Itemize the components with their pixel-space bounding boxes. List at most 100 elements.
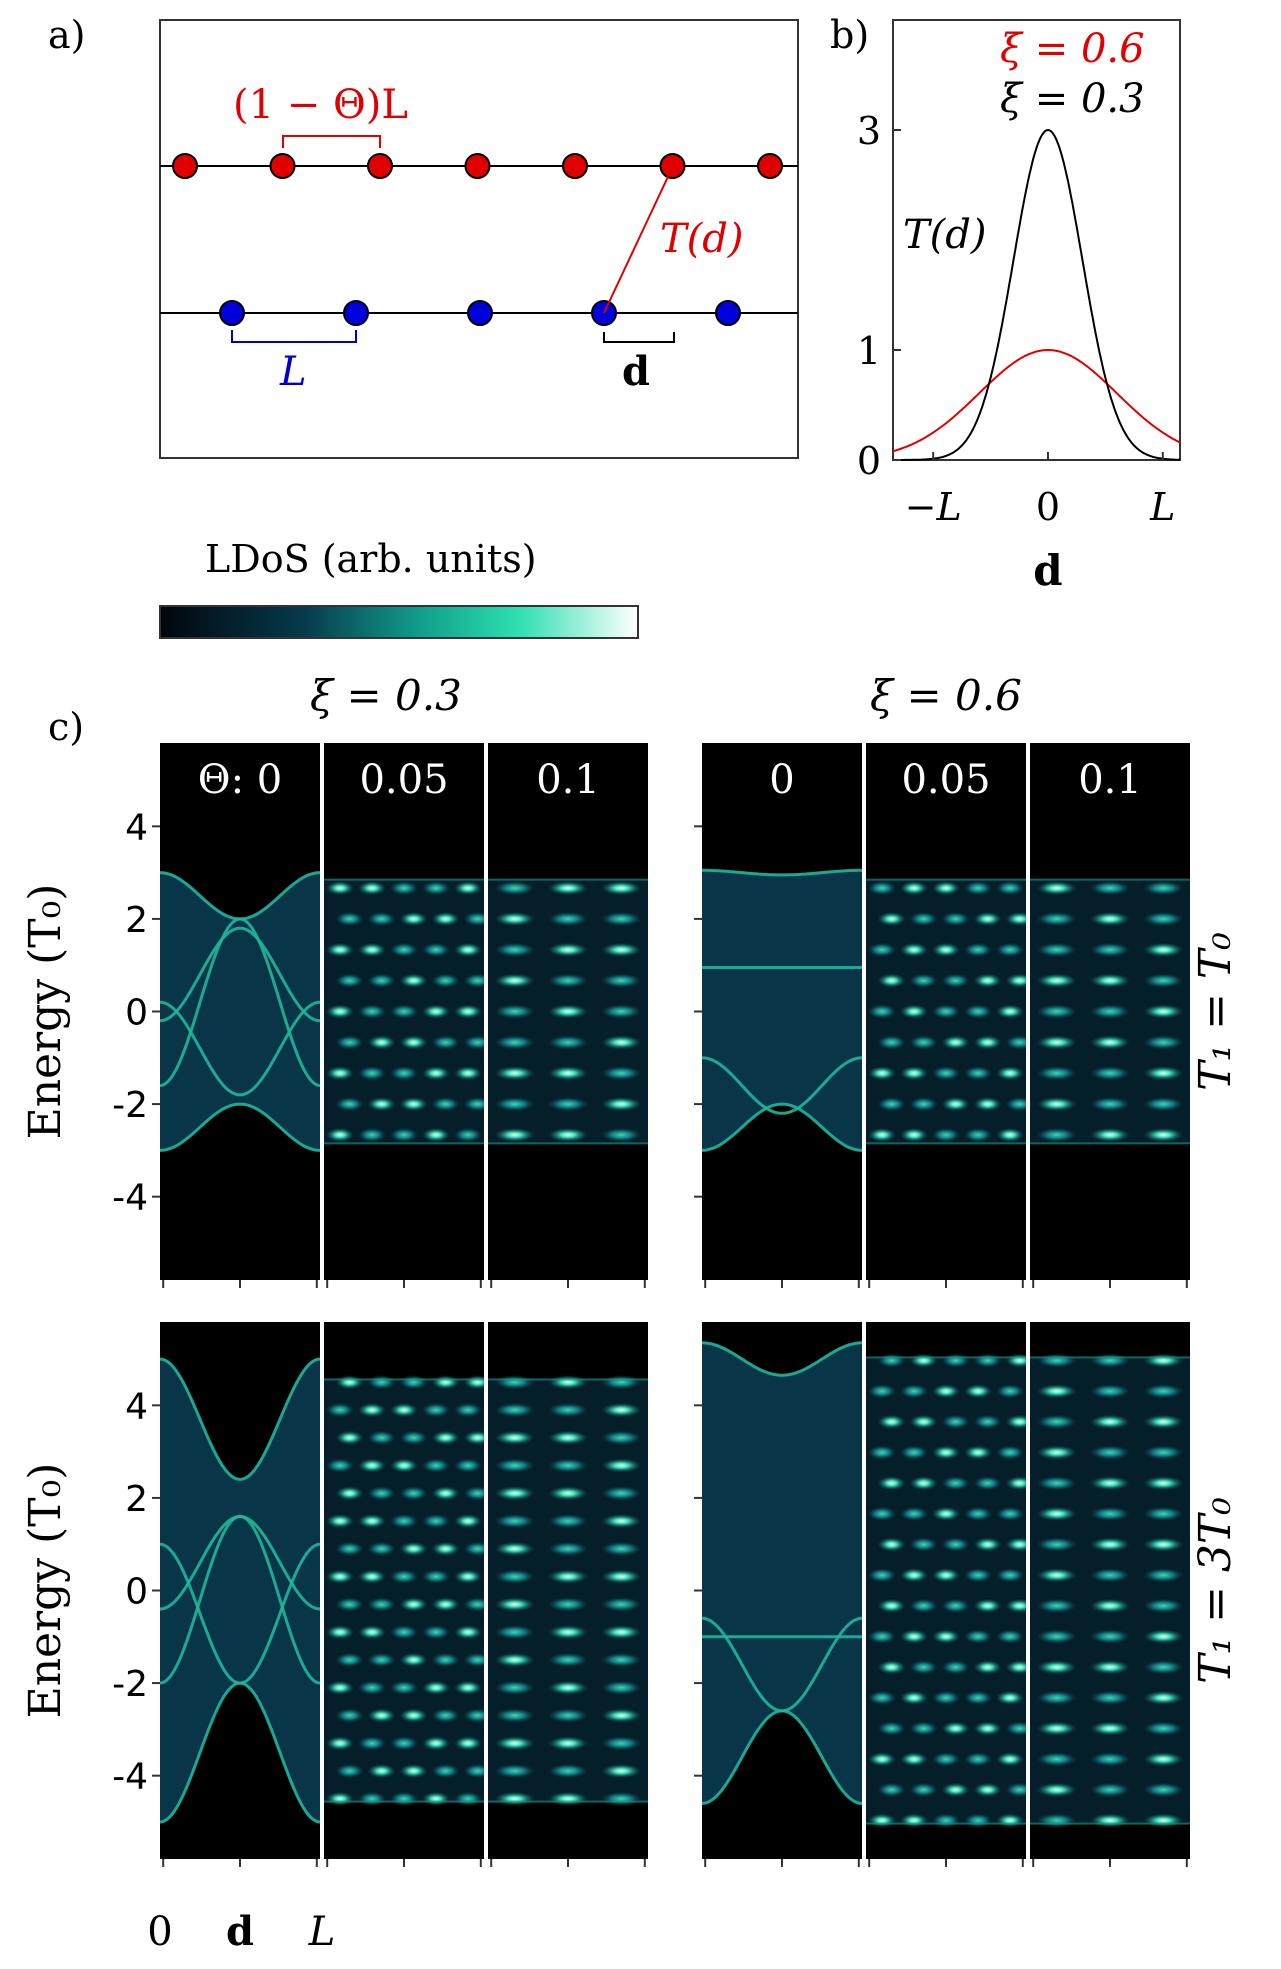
ldos-spot bbox=[1036, 973, 1077, 988]
heatmap-t1-t0-xi-0.3-theta-0.05: 0.05 bbox=[324, 743, 484, 1288]
ldos-spot bbox=[1036, 1004, 1077, 1019]
ldos-spot bbox=[996, 1066, 1024, 1081]
ldos-spot bbox=[326, 881, 354, 896]
ldos-spot bbox=[1036, 1813, 1077, 1828]
ldos-spot bbox=[909, 1414, 938, 1429]
ldos-spot bbox=[390, 1736, 418, 1751]
ldos-spot bbox=[973, 1660, 1002, 1675]
ldos-spot bbox=[941, 911, 970, 926]
ldos-spot bbox=[932, 1568, 960, 1583]
ldos-curve bbox=[160, 1102, 320, 1152]
ldos-spot bbox=[463, 1375, 484, 1390]
ldos-band bbox=[324, 1379, 484, 1802]
ldos-spot bbox=[548, 1597, 588, 1612]
red-site bbox=[367, 153, 393, 179]
ldos-spot bbox=[422, 1403, 450, 1417]
ldos-spot bbox=[1090, 1066, 1130, 1081]
ldos-spot bbox=[1036, 1476, 1077, 1491]
ldos-spot bbox=[601, 1736, 642, 1751]
ldos-spot bbox=[909, 973, 938, 988]
ldos-curve bbox=[160, 1357, 320, 1481]
ldos-spot bbox=[399, 911, 428, 926]
ldos-spot bbox=[1090, 1568, 1130, 1583]
ldos-spot bbox=[941, 1353, 970, 1368]
ldos-spot bbox=[996, 1752, 1024, 1767]
x-tick-label: 0 bbox=[1036, 485, 1060, 529]
ldos-spot bbox=[548, 1541, 588, 1556]
ldos-spot bbox=[964, 1506, 992, 1521]
heatmap-t1-t0-xi-0.6-theta-0: 0 bbox=[702, 743, 862, 1288]
ldos-spot bbox=[431, 1035, 460, 1050]
ldos-spot bbox=[335, 1597, 364, 1612]
y-tick-label: -4 bbox=[112, 1757, 148, 1798]
ldos-spot bbox=[900, 1004, 928, 1019]
ldos-spot bbox=[326, 1791, 354, 1806]
ldos-spot bbox=[367, 1430, 396, 1445]
ldos-spot bbox=[932, 1813, 960, 1828]
ldos-spot bbox=[868, 1506, 896, 1521]
ldos-spot bbox=[601, 1764, 642, 1778]
ldos-spot bbox=[964, 942, 992, 957]
ldos-spot bbox=[900, 1506, 928, 1521]
ldos-spot bbox=[1090, 1035, 1130, 1050]
ldos-band bbox=[702, 870, 862, 1151]
blue-gap-bracket bbox=[231, 330, 357, 343]
ldos-spot bbox=[941, 1035, 970, 1050]
panel-label-b: b) bbox=[830, 13, 869, 57]
x-tick-label: d bbox=[226, 1908, 254, 1955]
ldos-spot bbox=[964, 1127, 992, 1142]
ldos-spot bbox=[431, 1597, 460, 1612]
ldos-spot bbox=[494, 1680, 535, 1695]
ldos-spot bbox=[1036, 1445, 1077, 1460]
ldos-spot bbox=[494, 1597, 535, 1612]
ldos-spot bbox=[548, 1569, 588, 1584]
ldos-spot bbox=[399, 1597, 428, 1612]
ldos-spot bbox=[932, 1690, 960, 1705]
ldos-spot bbox=[964, 1690, 992, 1705]
ldos-spot bbox=[909, 911, 938, 926]
blue-gap-label: L bbox=[279, 349, 307, 395]
ldos-spot bbox=[422, 1514, 450, 1529]
ldos-spot bbox=[494, 1514, 535, 1529]
ldos-spot bbox=[964, 1752, 992, 1767]
ldos-spot bbox=[964, 1066, 992, 1081]
ldos-spot bbox=[390, 1127, 418, 1142]
ldos-spot bbox=[996, 1384, 1024, 1399]
ldos-curve bbox=[702, 1341, 862, 1377]
ldos-spot bbox=[367, 1035, 396, 1050]
ldos-spot bbox=[1036, 1690, 1077, 1705]
ldos-spot bbox=[454, 881, 482, 896]
ldos-spot bbox=[367, 1486, 396, 1501]
ldos-spot bbox=[868, 1066, 896, 1081]
ldos-spot bbox=[900, 1127, 928, 1142]
ldos-spot bbox=[932, 1066, 960, 1081]
panel-b-xlabel: d bbox=[1033, 546, 1062, 595]
ldos-spot bbox=[367, 1541, 396, 1556]
ldos-spot bbox=[868, 1813, 896, 1828]
ldos-spot bbox=[1005, 1537, 1026, 1552]
ldos-spot bbox=[868, 1629, 896, 1644]
red-chain-sites bbox=[172, 153, 783, 179]
ldos-spot bbox=[326, 1736, 354, 1751]
ldos-spot bbox=[877, 1476, 906, 1491]
ldos-spot bbox=[1090, 881, 1130, 896]
ldos-spot bbox=[1143, 1537, 1184, 1552]
ldos-spot bbox=[422, 1458, 450, 1473]
ldos-spot bbox=[548, 881, 588, 896]
ldos-spot bbox=[422, 1004, 450, 1019]
ldos-spot bbox=[548, 1652, 588, 1667]
ldos-spot bbox=[1036, 1127, 1077, 1142]
red-site bbox=[269, 153, 296, 179]
ldos-spot bbox=[494, 1035, 535, 1050]
ldos-spot bbox=[1036, 1353, 1077, 1368]
ldos-spot bbox=[326, 1625, 354, 1640]
ldos-spot bbox=[1143, 1035, 1184, 1050]
panel-b-plot: ξ = 0.6ξ = 0.3 0 1 3 −L 0 L T(d) d bbox=[857, 19, 1181, 595]
ldos-spot bbox=[431, 1486, 460, 1501]
ldos-spot bbox=[900, 1629, 928, 1644]
ldos-spot bbox=[1090, 1690, 1130, 1705]
ldos-spot bbox=[868, 1384, 896, 1399]
ldos-curve bbox=[702, 1709, 862, 1805]
ldos-spot bbox=[494, 1625, 535, 1640]
